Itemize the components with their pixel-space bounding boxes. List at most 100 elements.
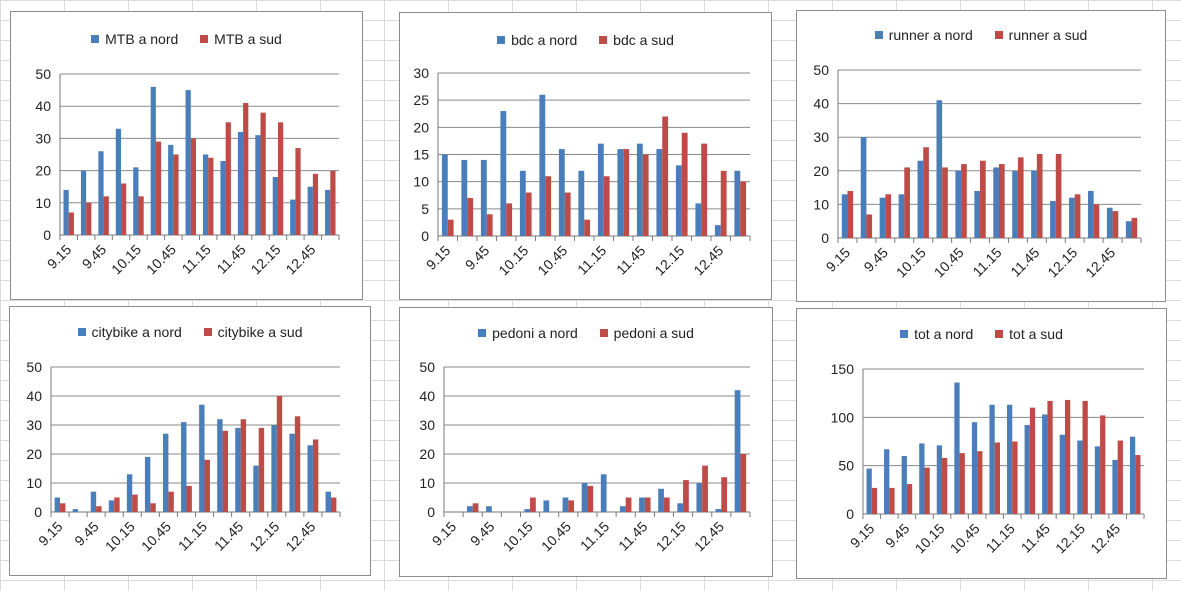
- bar-sud: [103, 196, 109, 235]
- x-tick-label: 12.15: [1052, 520, 1088, 556]
- x-tick-label: 11.15: [175, 518, 211, 554]
- x-tick-label: 12.45: [282, 241, 318, 277]
- y-tick-label: 30: [26, 417, 42, 433]
- bar-sud: [587, 485, 594, 512]
- bar-sud: [1036, 154, 1043, 238]
- bar-nord: [162, 433, 169, 512]
- y-tick-label: 40: [35, 98, 51, 114]
- bar-sud: [1074, 194, 1081, 238]
- bar-sud: [222, 430, 229, 512]
- bar-sud: [683, 480, 689, 512]
- x-tick-label: 12.15: [246, 518, 282, 554]
- bar-nord: [115, 128, 122, 235]
- chart-mtb: MTB a nord MTB a sud 0 10 20 30 40 50 9.15 9.45…: [10, 11, 363, 300]
- bar-sud: [959, 453, 965, 514]
- bar-sud: [625, 497, 632, 512]
- legend-label-nord: MTB a nord: [105, 31, 179, 47]
- x-tick-label: 9.15: [823, 244, 854, 275]
- x-tick-label: 10.15: [912, 520, 948, 556]
- legend-item-sud: tot a sud: [995, 326, 1063, 342]
- bar-nord: [290, 199, 296, 235]
- bar-sud: [1029, 407, 1036, 514]
- bar-nord: [901, 456, 907, 514]
- x-tick-label: 10.45: [534, 242, 570, 278]
- bar-sud: [740, 181, 747, 236]
- x-tick-label: 9.45: [79, 241, 110, 272]
- bar-sud: [96, 506, 102, 512]
- x-tick-label: 12.45: [690, 242, 726, 278]
- bar-sud: [885, 194, 892, 238]
- y-tick-label: 30: [413, 65, 429, 81]
- bar-sud: [294, 416, 301, 512]
- legend-label-nord: pedoni a nord: [492, 325, 578, 341]
- bar-nord: [325, 491, 331, 512]
- bar-sud: [472, 503, 479, 512]
- legend-label-nord: runner a nord: [888, 27, 973, 43]
- x-tick-label: 12.45: [1087, 520, 1123, 556]
- plot-area: 0 5 10 15 20 25 30 9.15 9.45 10.15 10.45 11.15 11.45…: [413, 65, 751, 278]
- x-tick-label: 12.45: [691, 518, 727, 554]
- bar-sud: [114, 497, 120, 512]
- x-tick-label: 11.45: [1018, 520, 1054, 556]
- legend-item-nord: pedoni a nord: [478, 325, 578, 341]
- legend-swatch-nord: [91, 35, 100, 43]
- legend-swatch-sud: [200, 35, 209, 43]
- bar-nord: [860, 137, 867, 238]
- bar-nord: [461, 159, 468, 236]
- chart-citybike: citybike a nord citybike a sud 0 10 20 30 40…: [9, 306, 371, 576]
- bar-sud: [545, 176, 552, 236]
- bar-sud: [277, 122, 284, 235]
- y-tick-label: 5: [421, 201, 429, 217]
- legend-label-nord: tot a nord: [914, 326, 974, 342]
- y-tick-label: 10: [413, 174, 429, 190]
- bar-nord: [879, 197, 886, 238]
- bar-sud: [994, 442, 1000, 514]
- y-tick-label: 40: [419, 388, 435, 404]
- bar-sud: [871, 487, 878, 514]
- bar-sud: [1082, 400, 1088, 514]
- bar-sud: [663, 497, 670, 512]
- bar-nord: [325, 189, 331, 235]
- legend-item-nord: runner a nord: [874, 27, 973, 43]
- bar-sud: [904, 167, 910, 238]
- bar-sud: [1093, 204, 1100, 238]
- legend-item-sud: citybike a sud: [203, 324, 303, 340]
- bar-nord: [1024, 425, 1030, 514]
- bar-nord: [675, 165, 682, 236]
- y-tick-label: 30: [419, 417, 435, 433]
- bar-sud: [258, 427, 265, 512]
- bar-sud: [121, 183, 127, 235]
- bar-sud: [564, 192, 571, 236]
- bar-sud: [155, 141, 162, 235]
- y-tick-label: 10: [813, 196, 829, 212]
- bar-nord: [695, 203, 702, 236]
- bar-nord: [971, 422, 978, 514]
- y-tick-label: 50: [35, 66, 51, 82]
- bar-nord: [220, 160, 226, 235]
- bar-sud: [295, 148, 301, 235]
- bar-nord: [1069, 197, 1075, 238]
- chart-tot: tot a nord tot a sud 0 50 100 150 9.15 9.45 10…: [796, 308, 1167, 579]
- bar-nord: [1106, 207, 1113, 238]
- bar-nord: [1112, 459, 1118, 514]
- legend-label-sud: bdc a sud: [613, 32, 674, 48]
- bar-sud: [1064, 399, 1071, 514]
- bar-nord: [185, 90, 191, 235]
- legend-swatch-nord: [497, 36, 506, 44]
- x-tick-label: 10.45: [931, 244, 967, 280]
- y-tick-label: 40: [813, 96, 829, 112]
- y-tick-label: 25: [413, 92, 429, 108]
- bar-nord: [90, 491, 97, 512]
- legend-swatch-nord: [900, 330, 909, 338]
- bar-nord: [993, 167, 999, 238]
- bar-sud: [150, 503, 156, 512]
- bar-sud: [86, 202, 92, 235]
- y-tick-label: 40: [26, 388, 42, 404]
- legend-item-nord: bdc a nord: [497, 32, 577, 48]
- x-tick-label: 11.45: [613, 242, 649, 278]
- bar-sud: [225, 122, 231, 235]
- bar-nord: [150, 86, 156, 235]
- bar-nord: [255, 135, 261, 235]
- bar-nord: [714, 225, 721, 236]
